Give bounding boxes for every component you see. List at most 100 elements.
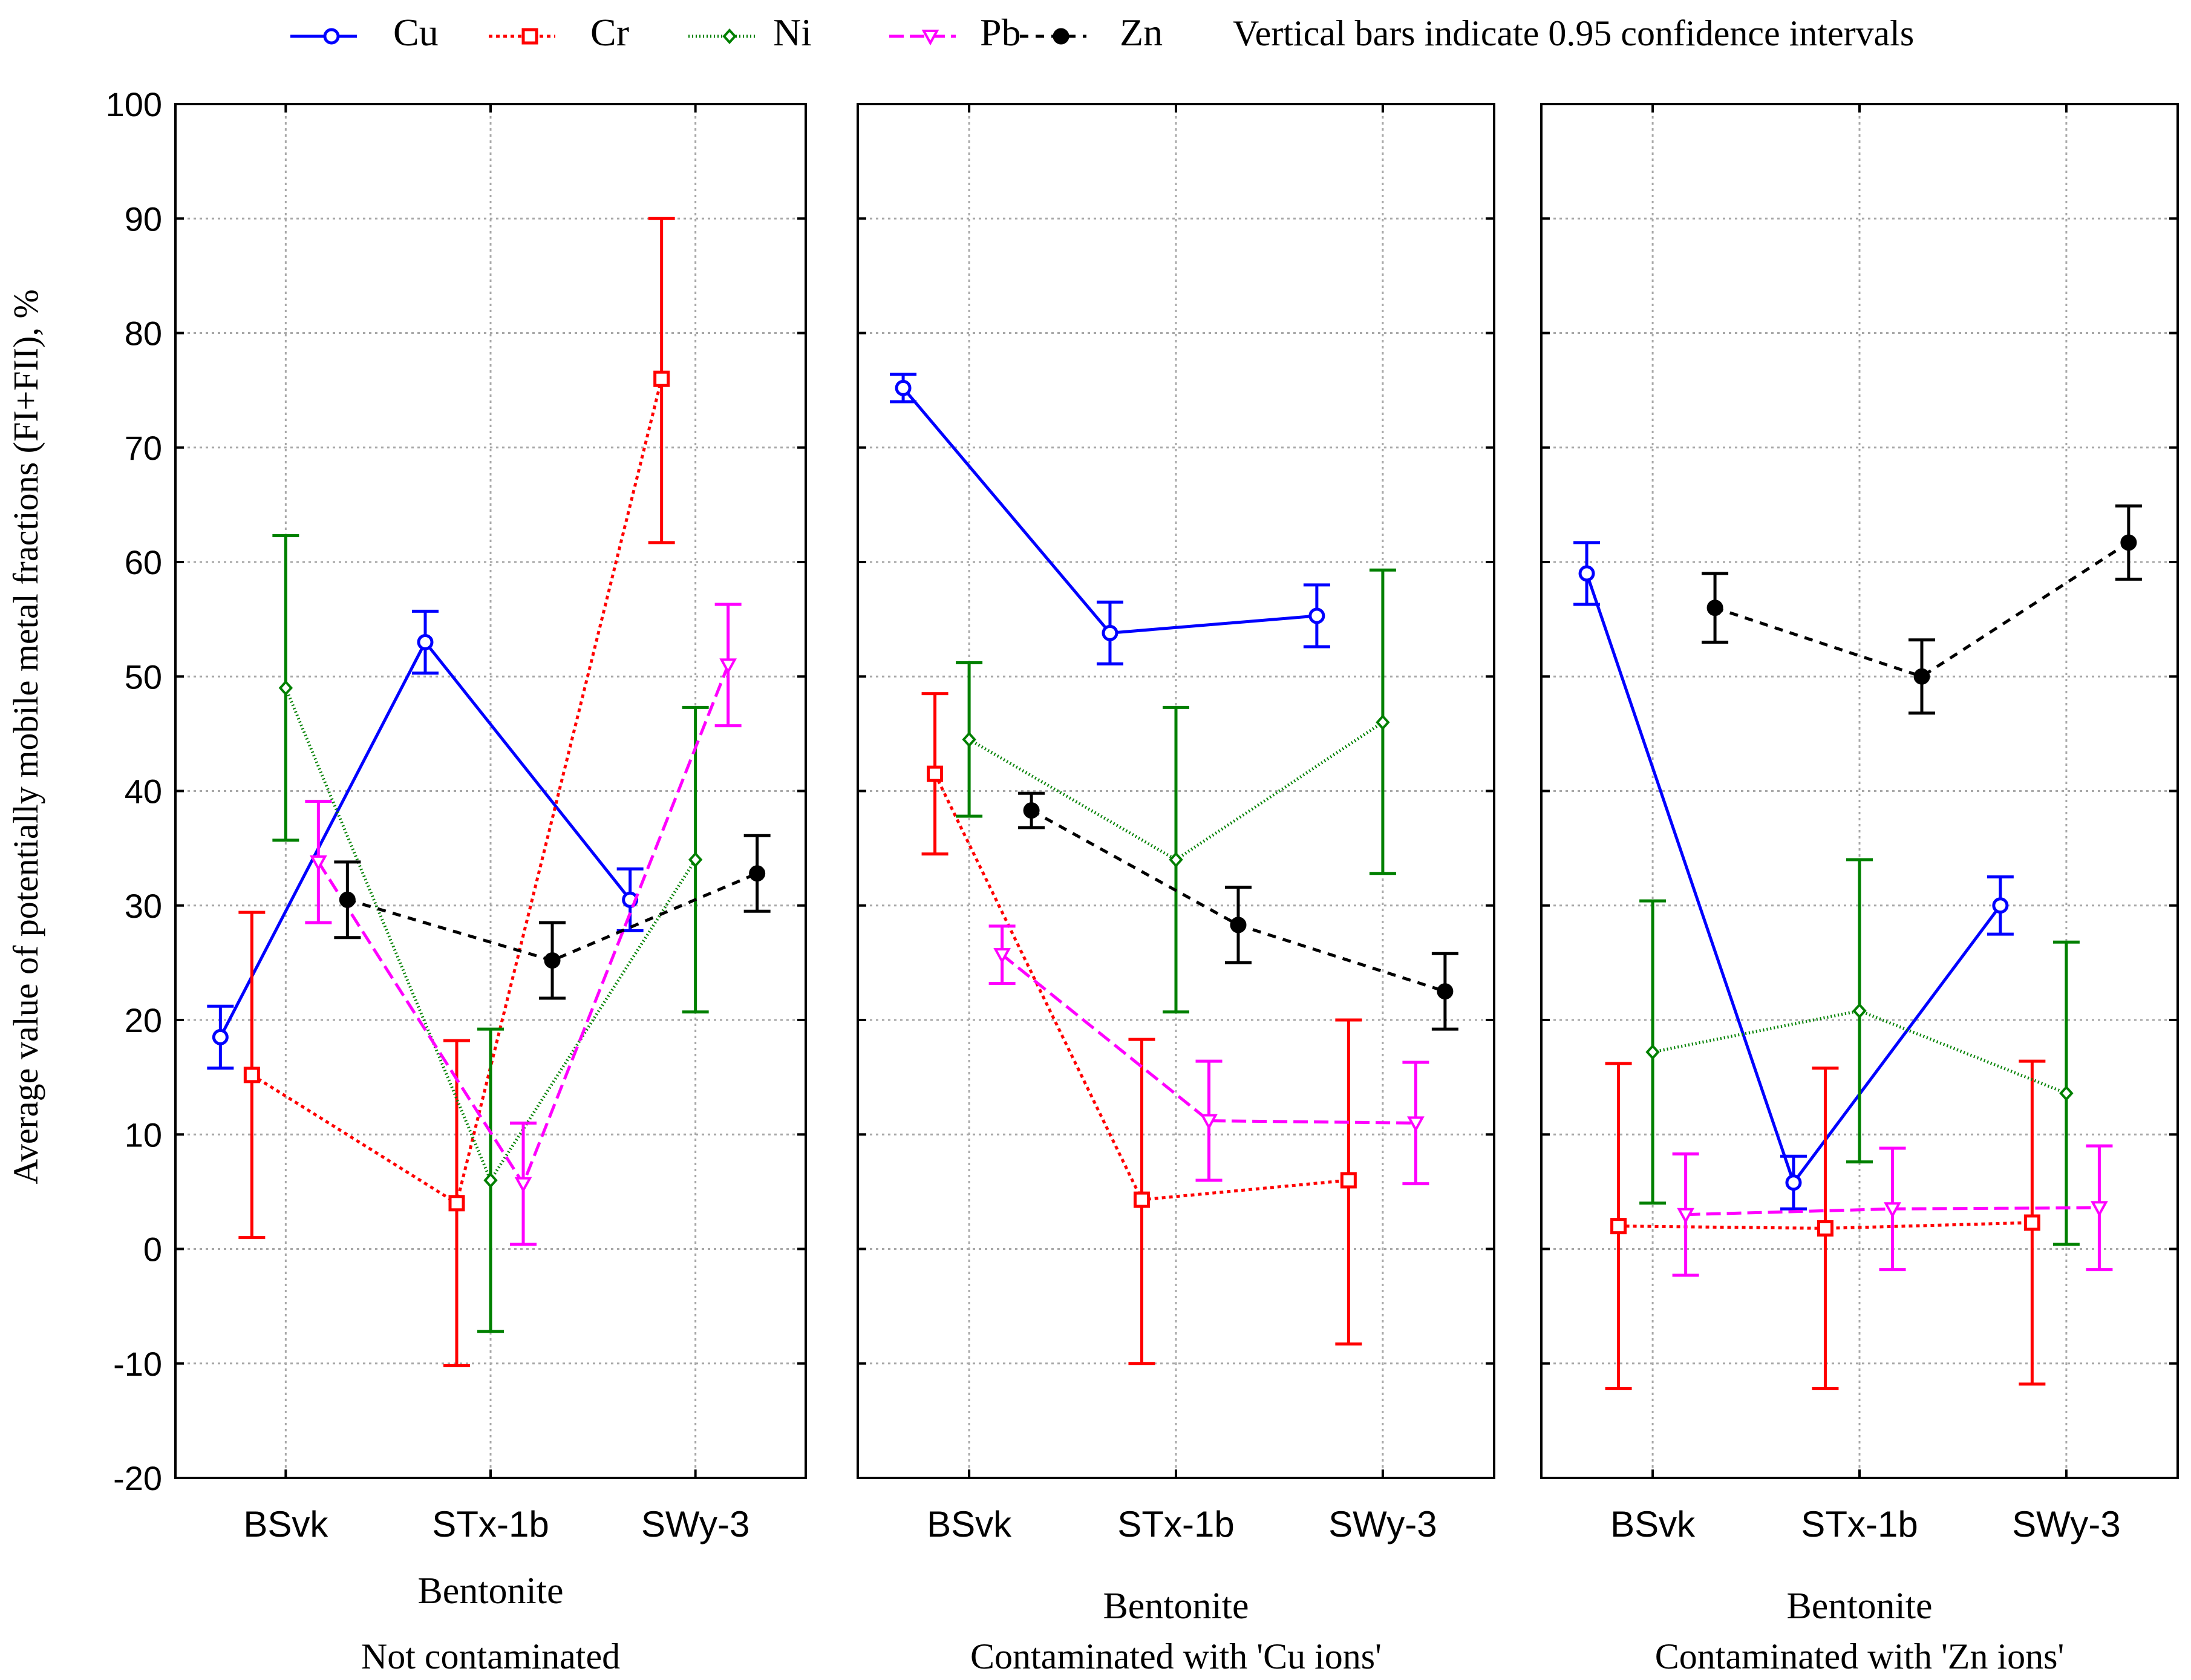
data-point xyxy=(895,379,912,396)
legend: Cu Cr Ni Pb Zn Vertical bars indicate 0.95 co… xyxy=(290,11,1914,54)
x-tick-label: SWy-3 xyxy=(2012,1504,2120,1544)
x-axis-label: Bentonite xyxy=(417,1571,563,1612)
data-point xyxy=(749,865,766,882)
data-point xyxy=(1437,983,1454,1000)
data-point xyxy=(927,765,944,782)
data-point xyxy=(2120,534,2137,551)
panel-subtitle: Not contaminated xyxy=(361,1636,620,1676)
data-point xyxy=(1230,917,1247,933)
x-tick-label: STx-1b xyxy=(1117,1504,1234,1544)
x-tick-label: BSvk xyxy=(1610,1504,1696,1544)
legend-marker-icon xyxy=(323,28,340,45)
data-point xyxy=(212,1028,229,1045)
legend-item-zn: Zn xyxy=(1020,11,1163,54)
data-point xyxy=(483,1172,498,1188)
legend-marker-icon xyxy=(521,28,538,45)
legend-label: Ni xyxy=(773,11,812,54)
data-point xyxy=(1785,1174,1802,1191)
series-pb xyxy=(305,603,742,1246)
series-zn xyxy=(1702,504,2142,715)
x-axis-label: Bentonite xyxy=(1103,1586,1249,1627)
x-axis-label: Bentonite xyxy=(1786,1586,1932,1627)
data-point xyxy=(1407,1116,1425,1133)
y-tick-label: -20 xyxy=(113,1459,162,1497)
y-tick-label: 60 xyxy=(125,543,162,581)
series-pb xyxy=(1672,1144,2113,1277)
y-tick-label: 40 xyxy=(125,773,162,811)
series-zn xyxy=(1018,791,1458,1031)
panel-3: BSvk STx-1b SWy-3 Bentonite Contaminated wit… xyxy=(1540,103,2179,1676)
data-point xyxy=(278,680,293,696)
y-tick-label: 100 xyxy=(106,85,162,123)
data-point xyxy=(1677,1208,1695,1224)
data-point xyxy=(1169,852,1183,868)
series-ni xyxy=(1639,858,2080,1246)
legend-marker-icon xyxy=(921,30,939,46)
series-cr xyxy=(1605,1059,2046,1390)
data-point xyxy=(2091,1201,2108,1217)
y-axis-label: Average value of potentially mobile meta… xyxy=(6,289,45,1185)
data-point xyxy=(1023,802,1040,819)
series-pb xyxy=(988,924,1429,1186)
panel-subtitle: Contaminated with 'Cu ions' xyxy=(970,1636,1382,1676)
data-point xyxy=(653,370,670,387)
data-point xyxy=(514,1177,532,1193)
series-ni xyxy=(956,568,1396,1014)
y-tick-label: 0 xyxy=(143,1231,162,1269)
series-ni xyxy=(272,534,709,1333)
data-point xyxy=(544,952,561,969)
y-tick-label: 90 xyxy=(125,200,162,238)
data-point xyxy=(243,1067,260,1084)
panel-2: BSvk STx-1b SWy-3 Bentonite Contaminated wit… xyxy=(857,103,1495,1676)
x-tick-label: BSvk xyxy=(927,1504,1012,1544)
data-point xyxy=(962,731,976,748)
y-tick-label: 10 xyxy=(125,1116,162,1154)
data-point xyxy=(1645,1044,1660,1060)
gridlines xyxy=(858,104,1494,1478)
data-point xyxy=(309,855,327,871)
y-tick-label: 70 xyxy=(125,429,162,467)
data-point xyxy=(993,948,1011,964)
y-tick-label: 80 xyxy=(125,315,162,353)
data-point xyxy=(1578,565,1595,582)
legend-item-ni: Ni xyxy=(688,11,812,54)
data-point xyxy=(339,891,356,908)
data-point xyxy=(1376,714,1390,730)
legend-marker-icon xyxy=(1053,28,1069,45)
data-point xyxy=(688,852,703,868)
panel-1: -20 -10 0 10 20 30 40 50 60 70 80 90 100 BSvk STx-1b SW… xyxy=(106,85,807,1676)
x-tick-label: STx-1b xyxy=(1801,1504,1918,1544)
legend-label: Cr xyxy=(590,11,629,54)
series-zn xyxy=(334,834,771,1000)
x-tick-label: STx-1b xyxy=(432,1504,549,1544)
x-tick-label: SWy-3 xyxy=(1328,1504,1437,1544)
series-line xyxy=(1714,541,2130,679)
legend-item-cr: Cr xyxy=(489,11,629,54)
data-point xyxy=(2059,1085,2074,1102)
y-tick-label: 30 xyxy=(125,887,162,925)
data-point xyxy=(1992,897,2009,914)
series-cu xyxy=(1573,541,2014,1211)
series-cr xyxy=(921,692,1362,1365)
data-point xyxy=(1200,1114,1218,1130)
x-tick-label: SWy-3 xyxy=(641,1504,749,1544)
data-point xyxy=(1308,607,1325,624)
series-cr xyxy=(238,217,675,1368)
legend-label: Cu xyxy=(393,11,439,54)
series-cu xyxy=(890,373,1330,665)
legend-item-pb: Pb xyxy=(889,11,1021,54)
panels: -20 -10 0 10 20 30 40 50 60 70 80 90 100 BSvk STx-1b SW… xyxy=(106,85,2179,1676)
data-point xyxy=(1610,1218,1627,1235)
y-tick-label: 50 xyxy=(125,658,162,696)
data-point xyxy=(1102,624,1118,641)
x-tick-label: BSvk xyxy=(243,1504,328,1544)
gridlines xyxy=(1541,104,2178,1478)
data-point xyxy=(1817,1220,1833,1237)
panel-subtitle: Contaminated with 'Zn ions' xyxy=(1655,1636,2065,1676)
data-point xyxy=(448,1195,465,1212)
y-tick-label: 20 xyxy=(125,1001,162,1039)
legend-label: Zn xyxy=(1120,11,1163,54)
series-line xyxy=(1001,953,1416,1125)
